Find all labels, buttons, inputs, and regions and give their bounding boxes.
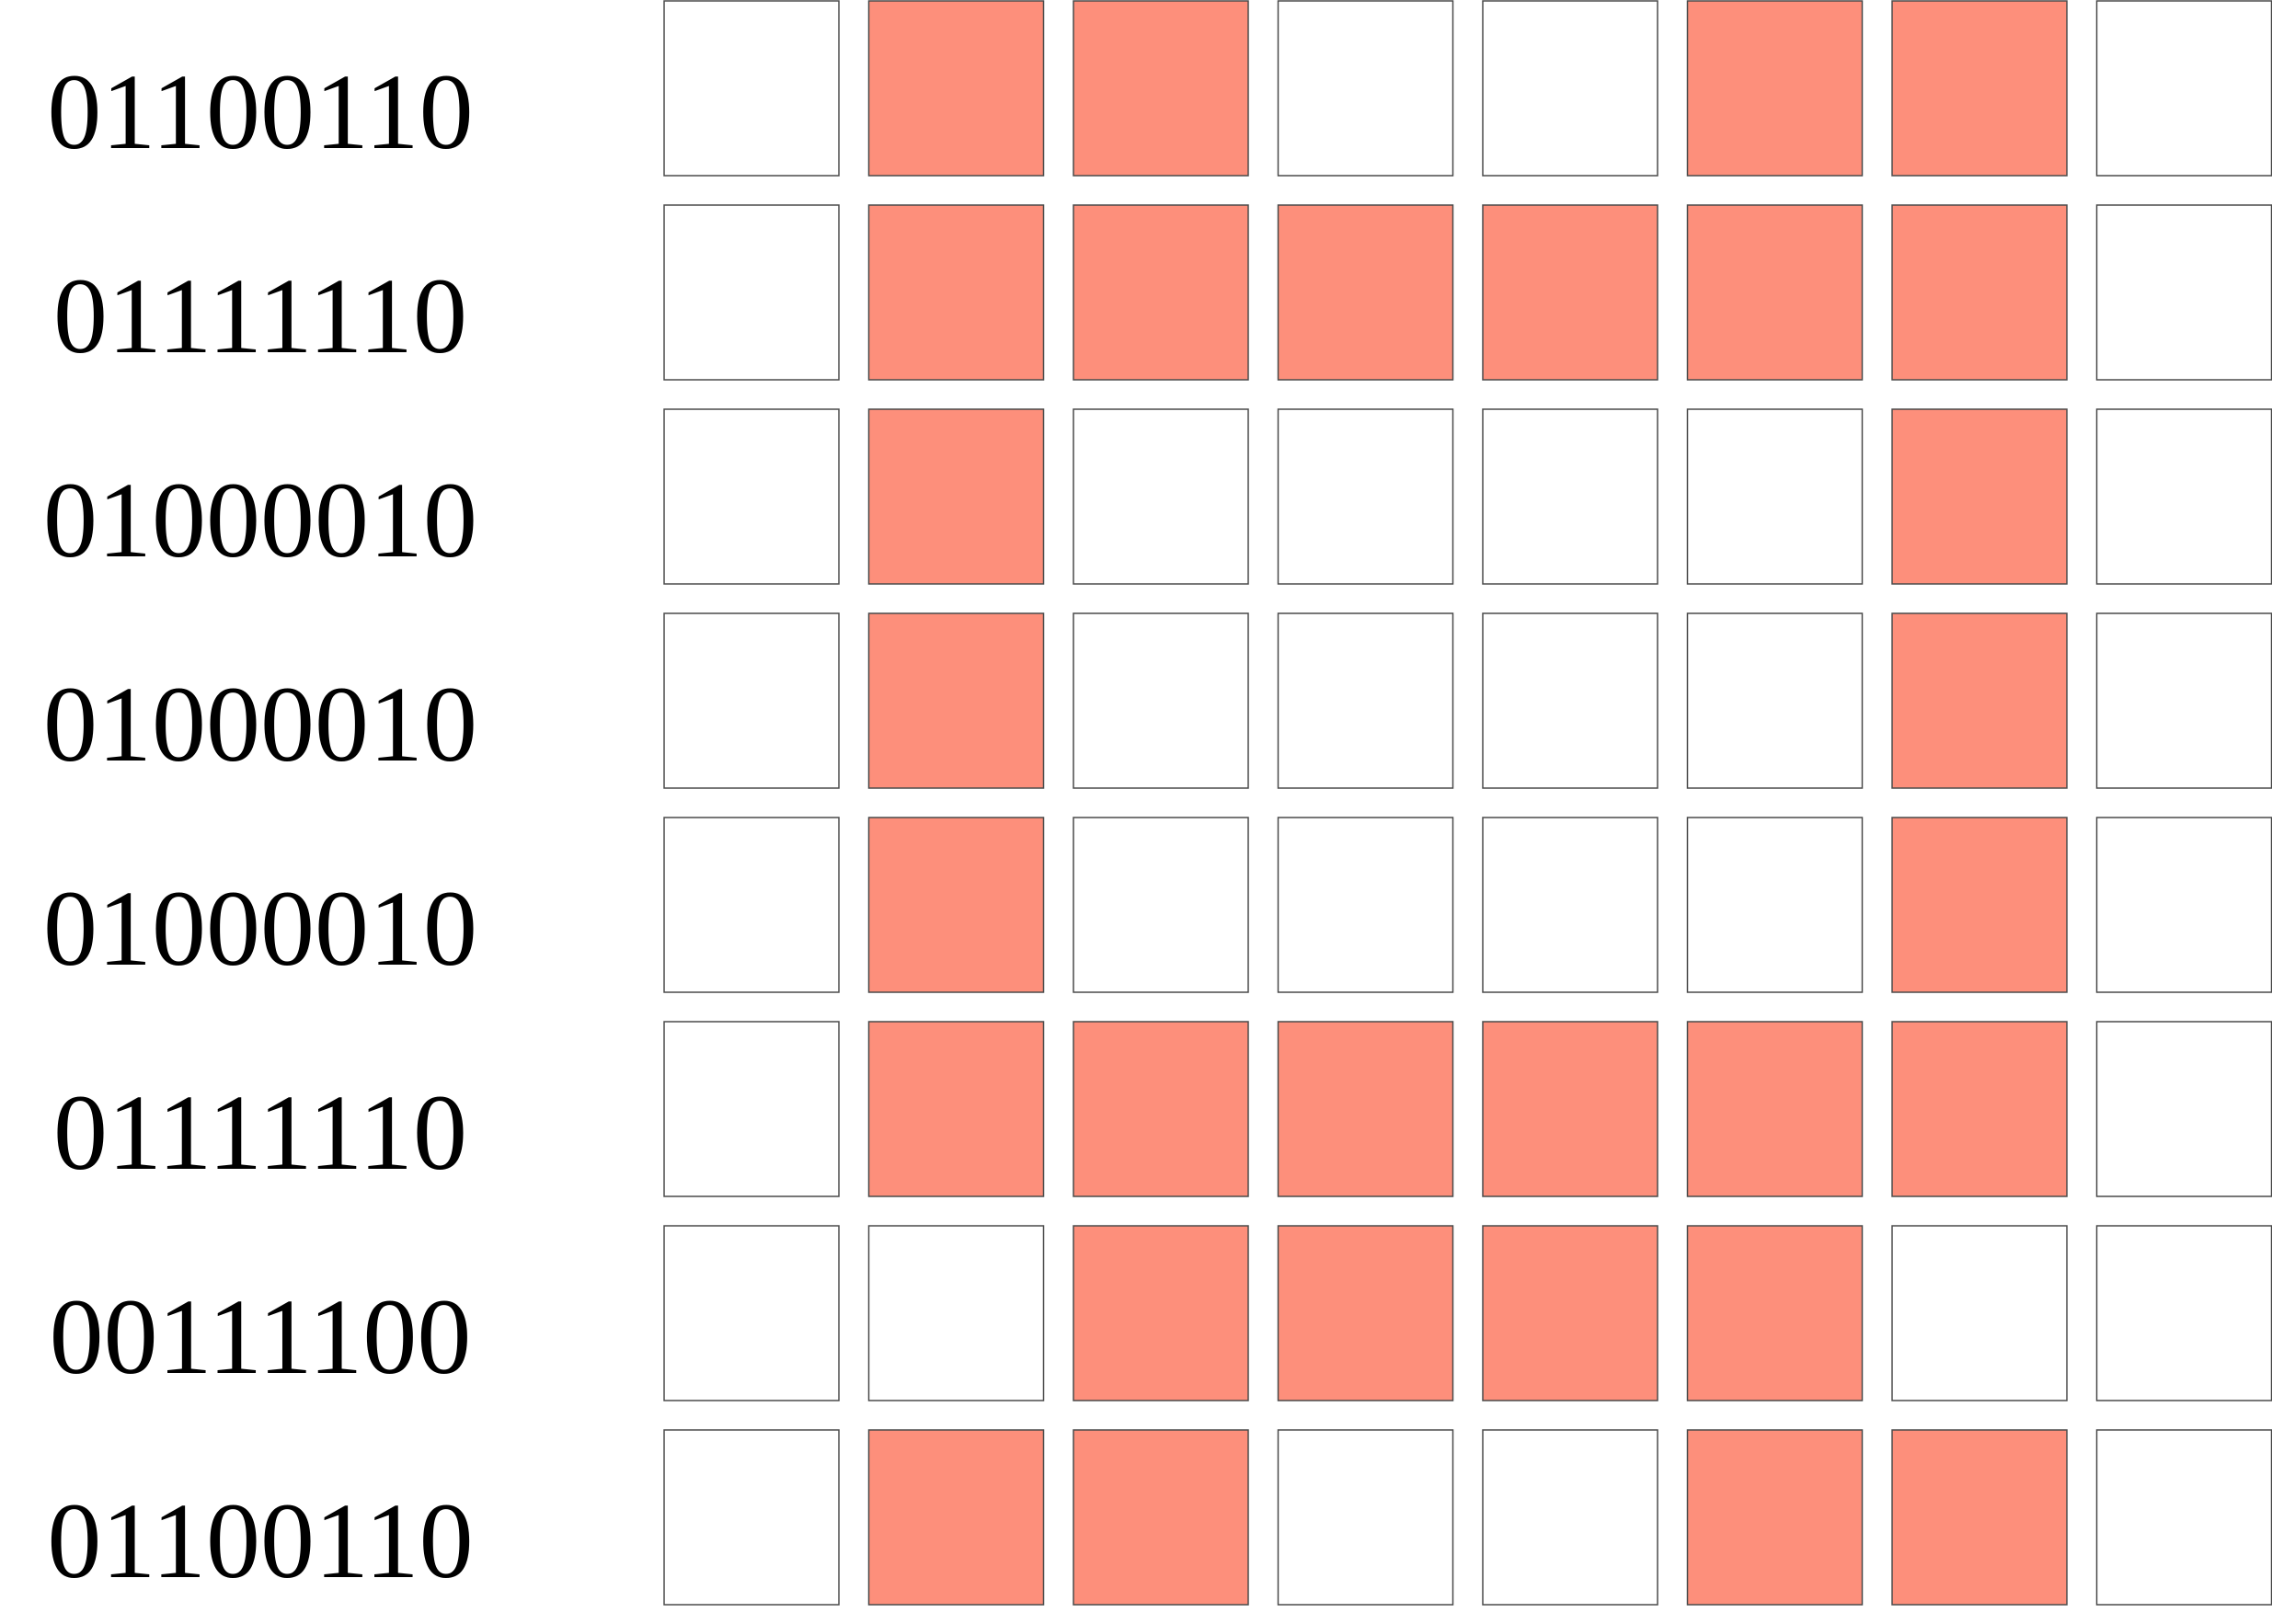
- bit-cell-off: [1482, 408, 1658, 585]
- bit-cell-off: [1686, 817, 1864, 993]
- bit-cell-off: [867, 1225, 1045, 1401]
- bit-cell-on: [1891, 612, 2068, 789]
- row-label: 01100110: [47, 1481, 473, 1601]
- bit-cell-on: [1073, 204, 1249, 381]
- bit-cell-on: [867, 204, 1045, 381]
- bit-cell-on: [1891, 1429, 2068, 1606]
- bit-cell-off: [1482, 612, 1658, 789]
- bit-cell-off: [1686, 612, 1864, 789]
- bit-cell-off: [663, 1429, 840, 1606]
- bit-cell-off: [1073, 817, 1249, 993]
- bit-cell-off: [1277, 408, 1454, 585]
- bit-cell-off: [1277, 817, 1454, 993]
- bit-cell-on: [1686, 1021, 1864, 1197]
- bit-cell-off: [663, 204, 840, 381]
- bit-cell-off: [1277, 0, 1454, 177]
- row-label: 01000010: [43, 868, 477, 989]
- row-label: 01111110: [53, 1072, 467, 1193]
- bit-cell-off: [1073, 408, 1249, 585]
- bit-cell-on: [1482, 204, 1658, 381]
- bit-cell-off: [2095, 1429, 2272, 1606]
- row-label: 01100110: [47, 51, 473, 172]
- bit-cell-off: [1073, 612, 1249, 789]
- bit-cell-off: [1482, 817, 1658, 993]
- row-label: 01111110: [53, 256, 467, 376]
- bit-cell-off: [663, 817, 840, 993]
- bit-cell-off: [1277, 1429, 1454, 1606]
- bit-cell-on: [1073, 0, 1249, 177]
- row-label: 00111100: [50, 1276, 472, 1397]
- bit-cell-on: [1073, 1429, 1249, 1606]
- bit-cell-off: [2095, 817, 2272, 993]
- bit-cell-off: [2095, 0, 2272, 177]
- bit-cell-off: [663, 612, 840, 789]
- bit-cell-off: [663, 408, 840, 585]
- bit-cell-off: [2095, 204, 2272, 381]
- bit-cell-off: [2095, 1021, 2272, 1197]
- bit-cell-on: [1277, 1225, 1454, 1401]
- bit-cell-on: [1073, 1225, 1249, 1401]
- bit-cell-on: [867, 0, 1045, 177]
- bit-cell-off: [2095, 408, 2272, 585]
- bit-cell-on: [1891, 1021, 2068, 1197]
- bit-cell-on: [867, 612, 1045, 789]
- bit-cell-on: [1891, 0, 2068, 177]
- row-label: 01000010: [43, 460, 477, 580]
- bit-cell-on: [1686, 204, 1864, 381]
- bit-cell-off: [2095, 612, 2272, 789]
- bit-cell-on: [867, 817, 1045, 993]
- bit-cell-off: [1891, 1225, 2068, 1401]
- row-label: 01000010: [43, 664, 477, 784]
- bit-cell-on: [1891, 408, 2068, 585]
- bit-cell-on: [1482, 1225, 1658, 1401]
- bit-cell-off: [663, 1225, 840, 1401]
- bit-cell-on: [867, 408, 1045, 585]
- bit-cell-off: [1482, 0, 1658, 177]
- bit-cell-on: [1686, 1225, 1864, 1401]
- bit-cell-on: [1482, 1021, 1658, 1197]
- bit-cell-off: [1482, 1429, 1658, 1606]
- row-labels: 01100110 01111110 01000010 01000010 01000010…: [43, 51, 477, 1601]
- bit-cell-off: [2095, 1225, 2272, 1401]
- bit-cell-off: [663, 0, 840, 177]
- bit-cell-on: [1277, 204, 1454, 381]
- bit-cell-on: [1277, 1021, 1454, 1197]
- bit-cell-on: [1891, 204, 2068, 381]
- bit-cell-off: [663, 1021, 840, 1197]
- bit-cell-on: [1686, 0, 1864, 177]
- bit-cell-on: [867, 1429, 1045, 1606]
- bit-cell-off: [1686, 408, 1864, 585]
- bit-cell-on: [867, 1021, 1045, 1197]
- bit-cell-on: [1891, 817, 2068, 993]
- bit-cell-on: [1686, 1429, 1864, 1606]
- bit-cell-on: [1073, 1021, 1249, 1197]
- bit-cells: [663, 0, 2272, 1606]
- bit-cell-off: [1277, 612, 1454, 789]
